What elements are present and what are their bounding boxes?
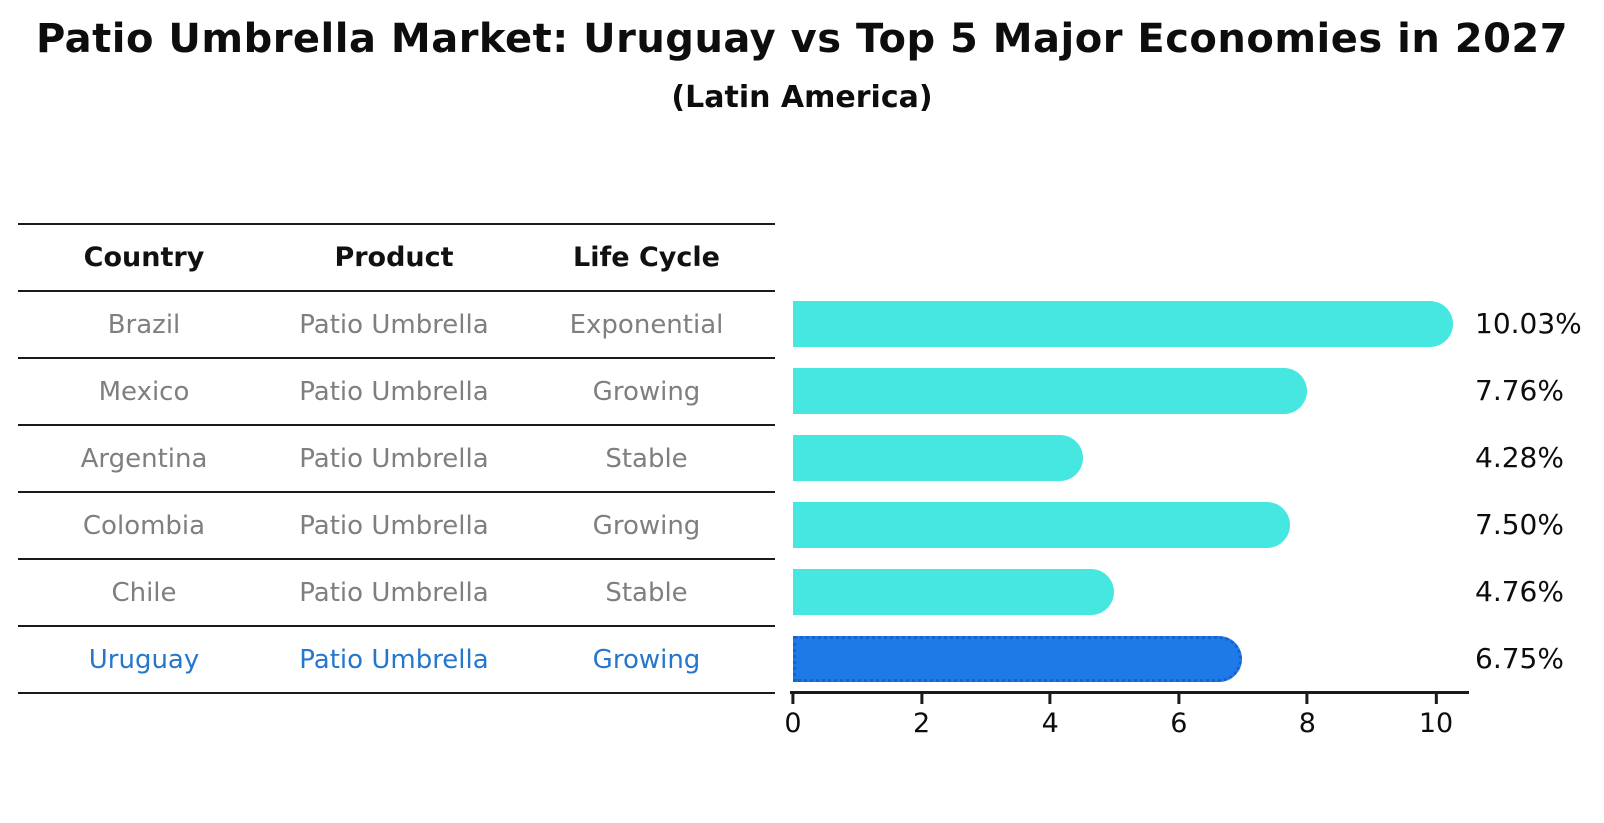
- value-labels: 10.03% 7.76% 4.28% 7.50% 4.76% 6.75%: [1475, 290, 1604, 692]
- bar-row: [793, 357, 1493, 424]
- bar-argentina: [793, 434, 1084, 481]
- life-cycle-cell: Growing: [592, 376, 701, 407]
- country-cell: Brazil: [107, 309, 181, 340]
- value-label-colombia: 7.50%: [1475, 508, 1564, 541]
- table-row-chile: Chile Patio Umbrella Stable: [18, 560, 775, 627]
- table-row-uruguay: Uruguay Patio Umbrella Growing: [18, 627, 775, 694]
- table-row-mexico: Mexico Patio Umbrella Growing: [18, 359, 775, 426]
- x-axis-tick: 10: [1419, 694, 1453, 739]
- country-cell: Argentina: [80, 443, 208, 474]
- country-cell: Uruguay: [88, 644, 200, 675]
- bar-chart: [793, 290, 1493, 692]
- life-cycle-cell: Growing: [592, 644, 701, 675]
- column-header-product: Product: [334, 242, 454, 273]
- bar-chile: [793, 568, 1115, 615]
- column-header-country: Country: [83, 242, 205, 273]
- x-axis-line: [790, 691, 1469, 694]
- life-cycle-cell: Growing: [592, 510, 701, 541]
- product-cell: Patio Umbrella: [299, 510, 489, 541]
- x-axis-tick-label: 8: [1298, 708, 1316, 739]
- x-axis-tick: 6: [1170, 694, 1187, 739]
- x-axis-tick: 8: [1299, 694, 1316, 739]
- x-axis-tick: 0: [784, 694, 802, 739]
- bar-colombia: [793, 501, 1291, 548]
- x-axis-tick-label: 6: [1170, 708, 1188, 739]
- x-axis-tick: 4: [1042, 694, 1059, 739]
- value-label-chile: 4.76%: [1475, 575, 1564, 608]
- country-table: Country Product Life Cycle Brazil Patio …: [18, 223, 775, 694]
- table-row-colombia: Colombia Patio Umbrella Growing: [18, 493, 775, 560]
- x-axis-tick-mark: [1048, 694, 1052, 704]
- x-axis-tick-label: 10: [1418, 708, 1454, 739]
- bar-uruguay-highlighted: [793, 635, 1243, 682]
- product-cell: Patio Umbrella: [299, 309, 489, 340]
- chart-subtitle: (Latin America): [671, 80, 933, 115]
- value-label-brazil: 10.03%: [1475, 307, 1582, 340]
- bar-row: [793, 491, 1493, 558]
- x-axis-tick-mark: [1305, 694, 1309, 704]
- product-cell: Patio Umbrella: [299, 644, 489, 675]
- life-cycle-cell: Exponential: [569, 309, 724, 340]
- bar-row: [793, 424, 1493, 491]
- bar-row: [793, 625, 1493, 692]
- product-cell: Patio Umbrella: [299, 376, 489, 407]
- x-axis-tick-mark: [920, 694, 924, 704]
- value-label-uruguay: 6.75%: [1475, 642, 1564, 675]
- country-cell: Chile: [111, 577, 177, 608]
- value-label-argentina: 4.28%: [1475, 441, 1564, 474]
- life-cycle-cell: Stable: [605, 443, 688, 474]
- bar-row: [793, 290, 1493, 357]
- product-cell: Patio Umbrella: [299, 443, 489, 474]
- bar-brazil: [793, 300, 1453, 347]
- column-header-life-cycle: Life Cycle: [573, 242, 720, 273]
- life-cycle-cell: Stable: [605, 577, 688, 608]
- x-axis-tick-label: 2: [913, 708, 931, 739]
- x-axis-tick-mark: [1177, 694, 1181, 704]
- country-cell: Mexico: [98, 376, 190, 407]
- x-axis-tick: 2: [913, 694, 930, 739]
- bar-mexico: [793, 367, 1307, 414]
- x-axis-tick-label: 0: [784, 708, 802, 739]
- value-label-mexico: 7.76%: [1475, 374, 1564, 407]
- country-cell: Colombia: [82, 510, 206, 541]
- bar-row: [793, 558, 1493, 625]
- x-axis-tick-mark: [791, 694, 795, 704]
- table-header-row: Country Product Life Cycle: [18, 225, 775, 292]
- x-axis-tick-mark: [1434, 694, 1438, 704]
- x-axis-tick-label: 4: [1041, 708, 1059, 739]
- table-row-argentina: Argentina Patio Umbrella Stable: [18, 426, 775, 493]
- x-axis: 0 2 4 6 8 10: [784, 691, 1469, 751]
- chart-title: Patio Umbrella Market: Uruguay vs Top 5 …: [35, 16, 1569, 62]
- table-row-brazil: Brazil Patio Umbrella Exponential: [18, 292, 775, 359]
- product-cell: Patio Umbrella: [299, 577, 489, 608]
